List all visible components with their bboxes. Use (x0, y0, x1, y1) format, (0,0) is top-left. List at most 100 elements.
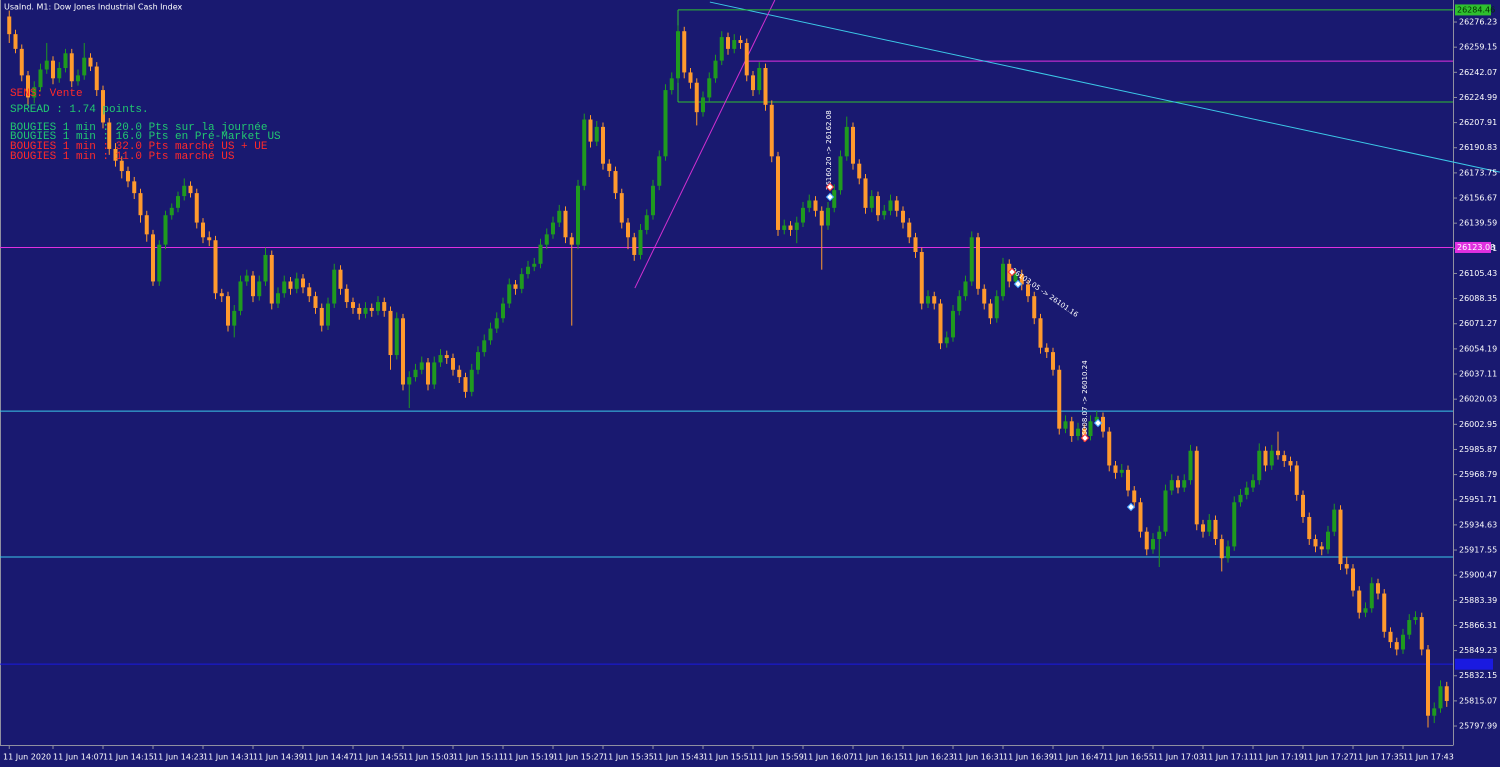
candle-body (1344, 564, 1349, 569)
candle-body (876, 196, 880, 216)
candle-body (888, 200, 893, 211)
candle-body (194, 193, 199, 223)
candle-body (138, 193, 143, 216)
candle-body (232, 310, 237, 326)
x-tick-label: 11 Jun 14:15 (103, 753, 154, 762)
annotation: 26008.07 -> 26010.24 (1081, 360, 1089, 440)
y-tick-label: 26207.91 (1459, 118, 1497, 127)
candle-body (1107, 431, 1112, 466)
candle-body (1032, 296, 1037, 319)
candle-body (426, 362, 430, 385)
y-tick-label: 26224.99 (1459, 93, 1497, 102)
candle-body (463, 377, 468, 392)
candle-body (457, 369, 462, 378)
trendline (634, 0, 776, 289)
candle-body (1157, 531, 1162, 540)
candle-body (151, 234, 155, 282)
candle-body (957, 296, 962, 311)
candle-body (1444, 686, 1449, 701)
candle-body (1238, 494, 1243, 503)
candle-body (476, 352, 480, 370)
candle-body (1269, 450, 1274, 466)
candle-body (769, 104, 774, 157)
trade-marker (1093, 418, 1103, 428)
candle-body (451, 358, 455, 370)
candle-body (569, 237, 574, 245)
candle-body (419, 362, 424, 370)
candle-body (1076, 428, 1080, 437)
y-tick-label: 26242.07 (1459, 68, 1497, 77)
candle-body (44, 60, 49, 70)
y-tick-label: 25917.55 (1459, 546, 1497, 555)
info-line: SPREAD : 1.74 points. (10, 104, 149, 116)
candle-body (857, 163, 862, 179)
candle-body (919, 252, 924, 304)
y-tick-label: 25934.63 (1459, 520, 1497, 529)
x-tick-label: 11 Jun 17:27 (1303, 753, 1354, 762)
x-tick-label: 11 Jun 15:03 (403, 753, 454, 762)
candle-body (588, 119, 593, 142)
y-tick-label: 25883.39 (1459, 596, 1497, 605)
candle-body (1388, 631, 1393, 643)
candle-body (1151, 539, 1155, 550)
candle-body (488, 328, 493, 341)
candle-body (176, 196, 180, 208)
candle-body (326, 303, 330, 326)
candle-body (557, 210, 562, 223)
candle-body (663, 90, 668, 157)
candle-body (788, 225, 793, 230)
candle-body (82, 57, 87, 76)
candle-body (1426, 649, 1430, 716)
candle-body (688, 72, 693, 83)
candle-body (532, 263, 537, 267)
candle-body (157, 244, 162, 282)
candle-body (169, 207, 174, 216)
candle-body (694, 82, 699, 113)
candle-body (619, 193, 624, 223)
candle-body (601, 126, 605, 164)
candle-body (1407, 620, 1412, 635)
candle-body (207, 237, 212, 241)
candle-body (551, 222, 555, 235)
candle-body (732, 40, 737, 49)
candle-body (1432, 708, 1437, 716)
candle-body (407, 377, 412, 385)
candle-body (1438, 686, 1443, 709)
x-tick-label: 11 Jun 16:15 (853, 753, 904, 762)
candle-body (1288, 461, 1293, 466)
candle-body (263, 254, 268, 282)
candle-body (351, 302, 355, 308)
candle-body (1219, 539, 1224, 559)
candle-body (19, 48, 24, 76)
y-tick-label: 25866.31 (1459, 621, 1497, 630)
candle-body (288, 281, 293, 289)
x-tick-label: 11 Jun 15:43 (653, 753, 704, 762)
candle-body (482, 340, 487, 353)
candle-body (363, 307, 368, 314)
candle-body (338, 269, 343, 289)
candle-body (376, 302, 380, 311)
candle-body (226, 296, 230, 326)
candle-body (913, 237, 918, 253)
candle-body (1126, 469, 1130, 491)
trade-marker (825, 182, 835, 192)
x-tick-label: 11 Jun 15:59 (753, 753, 804, 762)
x-tick-label: 11 Jun 16:47 (1053, 753, 1104, 762)
candle-body (51, 60, 55, 79)
candle-body (394, 318, 399, 356)
candle-body (1063, 421, 1068, 429)
trade-marker (1126, 502, 1136, 512)
candle-body (751, 75, 755, 91)
candle-body (582, 119, 587, 186)
candle-body (57, 68, 62, 79)
candle-body (188, 185, 193, 194)
candle-body (894, 200, 899, 211)
candle-body (69, 53, 74, 82)
candle-body (101, 90, 105, 123)
x-tick-label: 11 Jun 17:19 (1253, 753, 1304, 762)
candle-body (1169, 480, 1174, 491)
y-tick-label: 25900.47 (1459, 571, 1497, 580)
candle-body (1319, 546, 1324, 550)
